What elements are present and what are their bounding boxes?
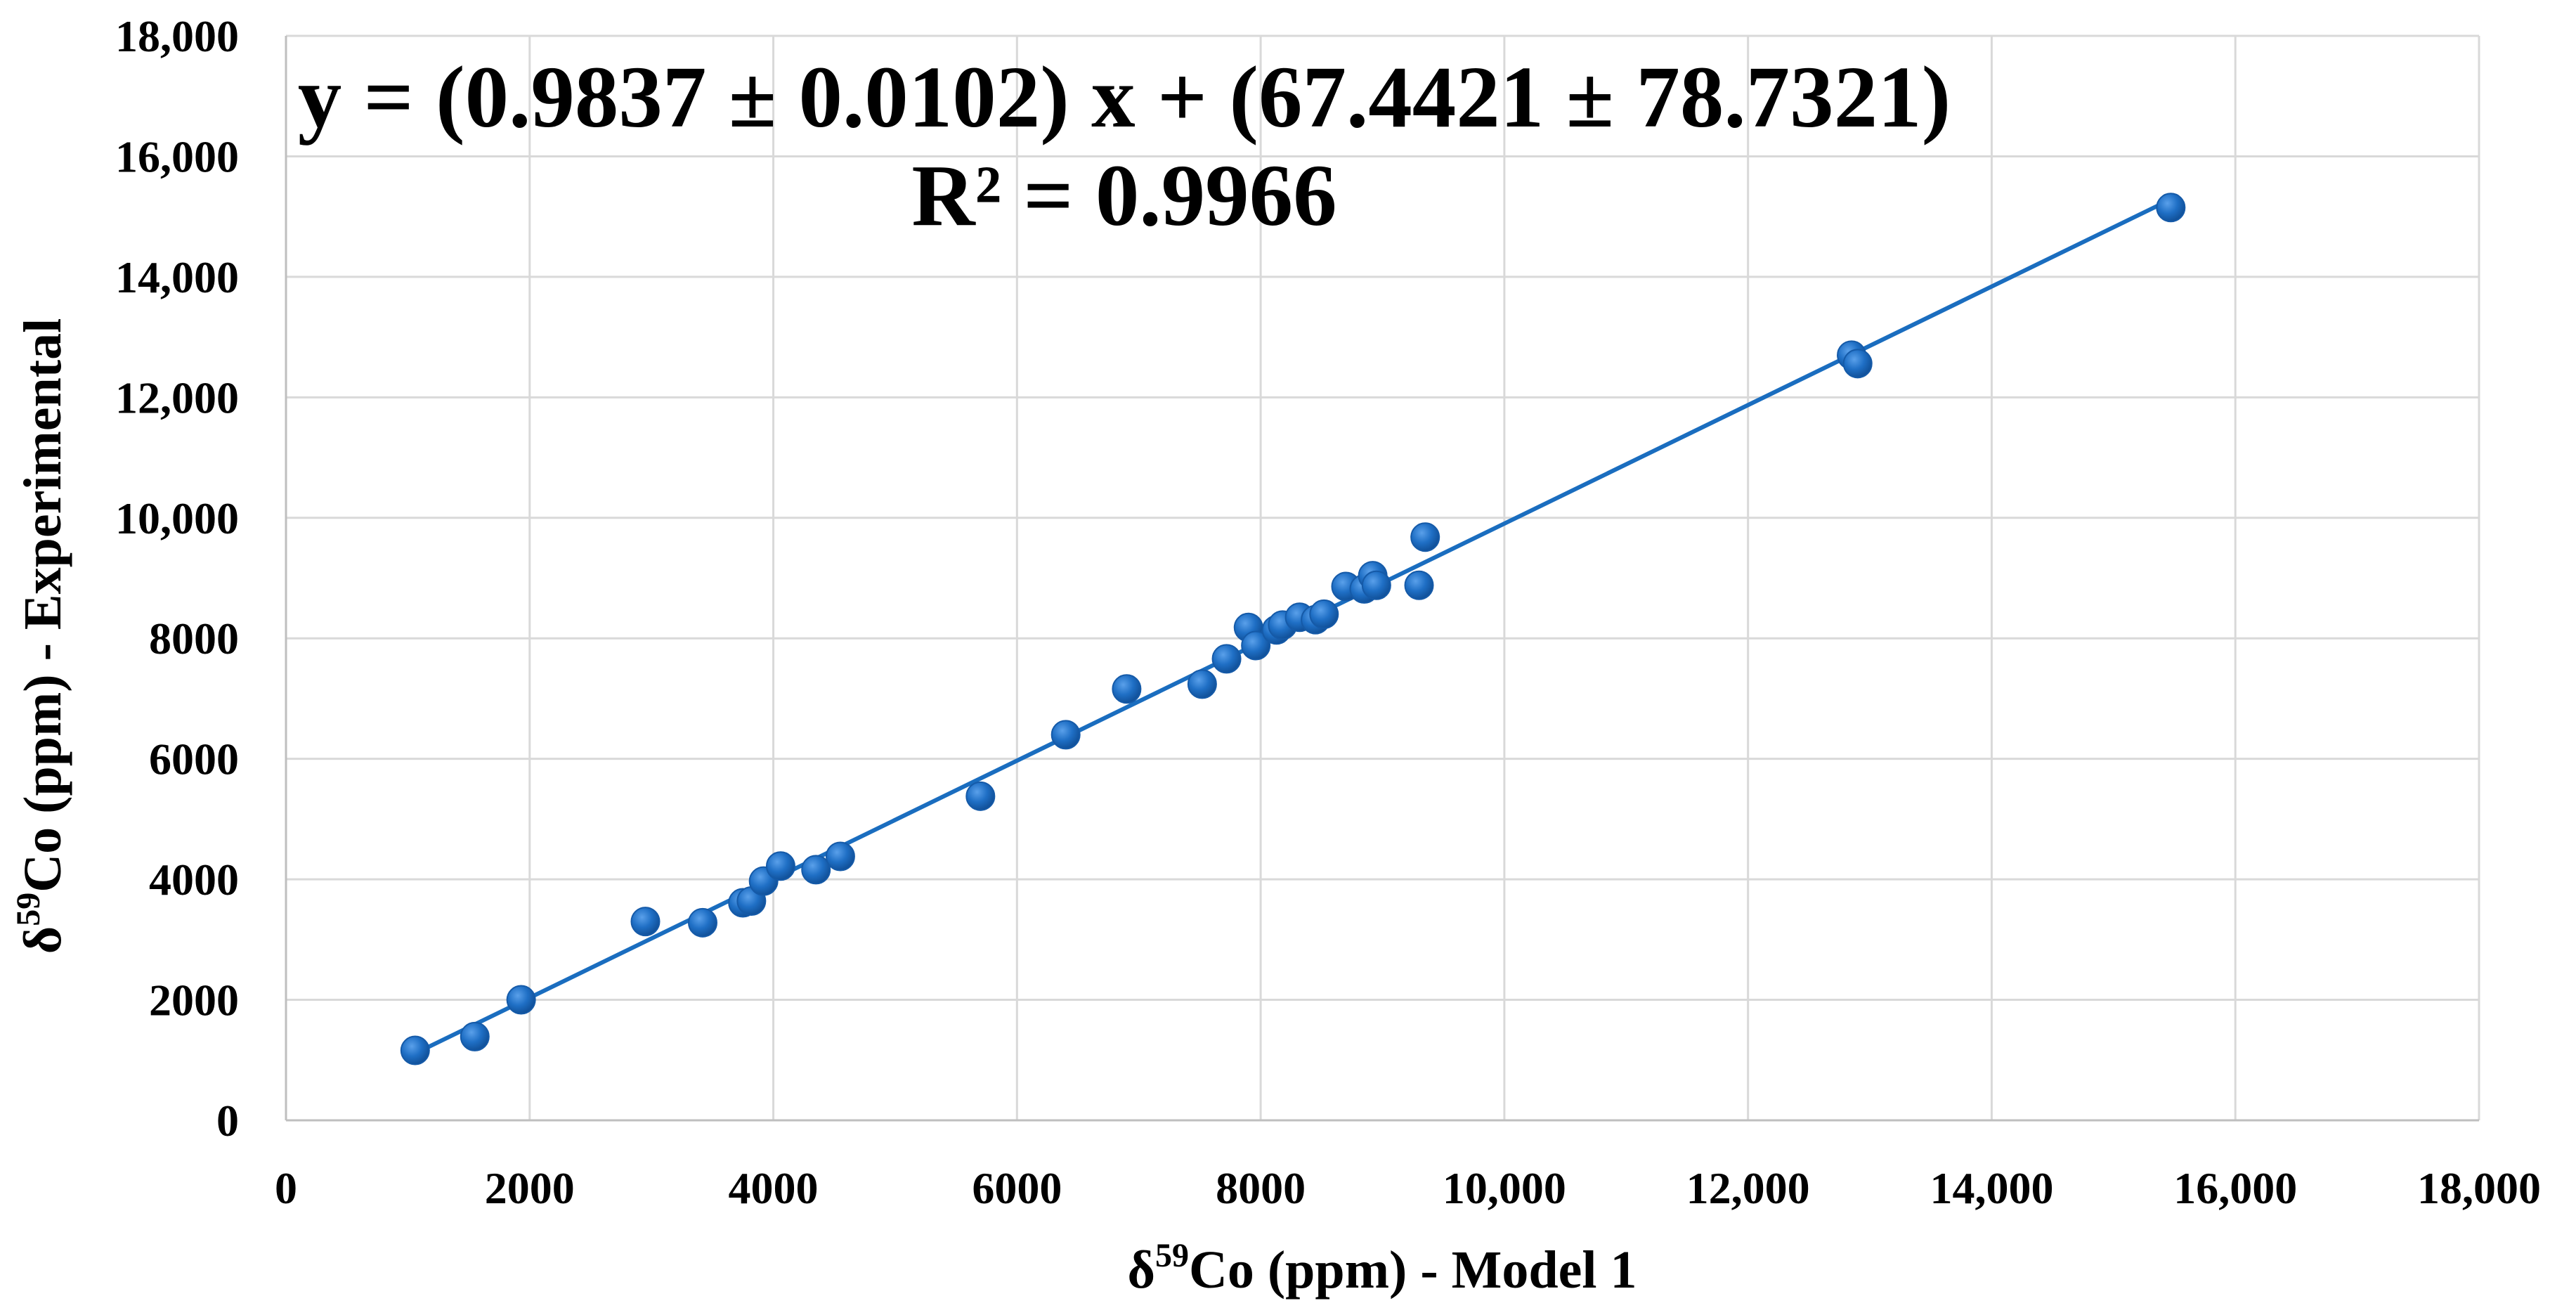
y-tick-label: 18,000 [115, 11, 239, 61]
y-tick-label: 10,000 [115, 493, 239, 543]
data-point [1404, 570, 1434, 600]
y-axis-title: δ59Co (ppm) - Experimental [10, 318, 72, 954]
x-tick-label: 12,000 [1686, 1163, 1810, 1213]
y-tick-label: 12,000 [115, 373, 239, 422]
y-tick-label: 8000 [149, 614, 239, 663]
y-tick-label: 6000 [149, 734, 239, 784]
data-points [400, 193, 2186, 1065]
data-point [1842, 349, 1873, 379]
x-axis-title-superscript: 59 [1155, 1237, 1189, 1274]
x-axis-title: δ59Co (ppm) - Model 1 [1128, 1237, 1637, 1300]
y-tick-label: 4000 [149, 855, 239, 905]
y-axis-title-superscript: 59 [10, 893, 47, 926]
y-tick-label: 14,000 [115, 252, 239, 302]
tick-labels: 0 2000 4000 6000 8000 10,000 12,000 14,000 16,00… [115, 11, 2541, 1213]
data-point [801, 855, 831, 885]
x-tick-label: 16,000 [2173, 1163, 2297, 1213]
data-point [2156, 193, 2186, 223]
x-tick-label: 2000 [485, 1163, 575, 1213]
x-axis-title-prefix: δ [1128, 1240, 1155, 1300]
data-point [506, 985, 536, 1015]
data-point [825, 841, 855, 872]
data-point [630, 907, 661, 937]
x-axis-title-suffix: Co (ppm) - Model 1 [1189, 1240, 1637, 1300]
x-tick-label: 8000 [1216, 1163, 1306, 1213]
data-point [1241, 630, 1271, 661]
data-point [400, 1035, 430, 1065]
y-tick-label: 0 [216, 1096, 239, 1146]
y-axis-title-suffix: Co (ppm) - Experimental [13, 318, 72, 893]
data-point [1112, 674, 1142, 704]
y-tick-label: 2000 [149, 976, 239, 1025]
grid-lines [286, 34, 2480, 1120]
data-point [1410, 522, 1440, 552]
data-point [765, 851, 795, 881]
data-point [1211, 644, 1242, 674]
y-axis-title-prefix: δ [13, 926, 72, 954]
data-point [965, 781, 996, 811]
axes [285, 36, 2479, 1122]
x-tick-label: 6000 [972, 1163, 1062, 1213]
regression-equation: y = (0.9837 ± 0.0102) x + (67.4421 ± 78.… [298, 49, 1951, 146]
data-point [687, 907, 717, 938]
data-point [460, 1021, 490, 1051]
x-tick-label: 10,000 [1443, 1163, 1566, 1213]
y-tick-label: 16,000 [115, 131, 239, 181]
x-tick-label: 18,000 [2417, 1163, 2541, 1213]
data-point [1050, 720, 1081, 750]
x-tick-label: 0 [275, 1163, 297, 1213]
x-tick-label: 14,000 [1930, 1163, 2053, 1213]
r-squared-label: R² = 0.9966 [911, 148, 1336, 245]
data-point [1361, 570, 1391, 600]
x-tick-label: 4000 [729, 1163, 819, 1213]
data-point [1187, 669, 1217, 699]
data-point [1309, 599, 1339, 629]
